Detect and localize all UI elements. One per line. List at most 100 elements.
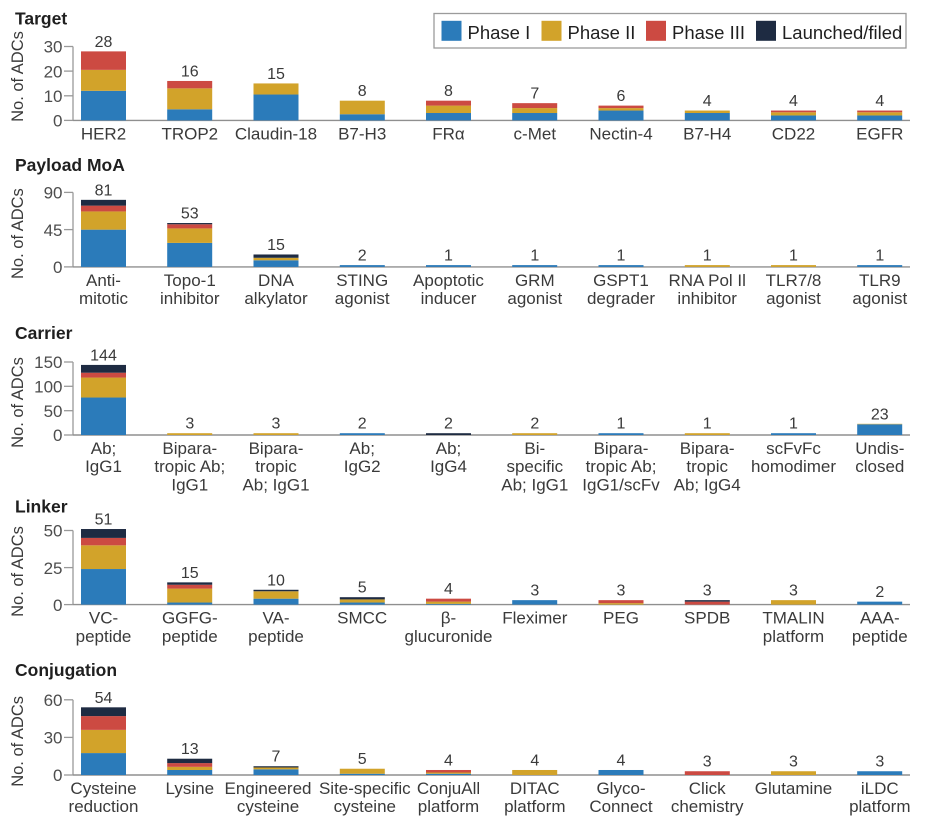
svg-text:Payload MoA: Payload MoA [15,155,125,175]
svg-text:Linker: Linker [15,497,68,517]
svg-text:CD22: CD22 [772,124,815,143]
svg-text:2: 2 [875,584,884,601]
svg-text:c-Met: c-Met [514,124,557,143]
svg-text:16: 16 [181,64,199,81]
svg-text:Conjugation: Conjugation [15,660,117,680]
svg-text:Undis-: Undis- [855,439,904,458]
svg-text:60: 60 [44,691,63,710]
svg-text:No. of ADCs: No. of ADCs [9,526,27,617]
svg-text:2: 2 [444,416,453,433]
svg-text:cysteine: cysteine [334,797,396,816]
svg-text:VC-: VC- [89,609,118,628]
svg-text:Target: Target [15,9,67,29]
svg-text:81: 81 [95,182,113,199]
svg-text:23: 23 [871,406,889,423]
svg-text:alkylator: alkylator [244,289,308,308]
svg-text:1: 1 [703,248,712,265]
svg-text:45: 45 [44,221,63,240]
svg-text:inhibitor: inhibitor [160,289,220,308]
svg-text:100: 100 [34,378,62,397]
svg-text:peptide: peptide [76,627,132,646]
svg-text:Bi-: Bi- [524,439,545,458]
svg-text:ConjuAll: ConjuAll [417,779,480,798]
svg-text:Topo-1: Topo-1 [164,271,216,290]
svg-text:Ab; IgG1: Ab; IgG1 [501,475,568,494]
svg-text:cysteine: cysteine [237,797,299,816]
svg-text:Glutamine: Glutamine [755,779,832,798]
svg-text:GRM: GRM [515,271,555,290]
svg-text:TROP2: TROP2 [161,124,218,143]
svg-text:IgG4: IgG4 [430,457,467,476]
svg-text:B7-H4: B7-H4 [683,124,731,143]
svg-text:5: 5 [358,580,367,597]
svg-text:Fleximer: Fleximer [502,609,568,628]
svg-text:Claudin-18: Claudin-18 [235,124,317,143]
svg-text:1: 1 [789,416,798,433]
svg-text:25: 25 [44,559,63,578]
svg-text:Click: Click [689,779,726,798]
svg-text:Apoptotic: Apoptotic [413,271,484,290]
svg-text:DITAC: DITAC [510,779,560,798]
svg-text:RNA Pol Il: RNA Pol Il [668,271,745,290]
svg-text:GSPT1: GSPT1 [593,271,649,290]
svg-text:50: 50 [44,522,63,541]
svg-text:28: 28 [95,34,113,51]
svg-text:3: 3 [617,583,626,600]
svg-text:Phase III: Phase III [672,22,745,43]
svg-text:Launched/filed: Launched/filed [782,22,902,43]
svg-text:tropic Ab;: tropic Ab; [154,457,225,476]
svg-text:Bipara-: Bipara- [594,439,649,458]
svg-text:Engineered: Engineered [225,779,312,798]
svg-text:β-: β- [441,609,456,628]
svg-text:tropic Ab;: tropic Ab; [586,457,657,476]
svg-text:Site-specific: Site-specific [319,779,411,798]
svg-text:mitotic: mitotic [79,289,129,308]
svg-text:10: 10 [267,572,285,589]
svg-text:10: 10 [44,87,63,106]
svg-text:4: 4 [444,753,453,770]
svg-text:3: 3 [875,754,884,771]
svg-text:Bipara-: Bipara- [680,439,735,458]
svg-text:agonist: agonist [507,289,562,308]
svg-text:scFvFc: scFvFc [766,439,821,458]
svg-text:TMALIN: TMALIN [762,609,824,628]
svg-text:HER2: HER2 [81,124,126,143]
svg-text:inhibitor: inhibitor [677,289,737,308]
svg-text:1: 1 [617,416,626,433]
svg-text:Lysine: Lysine [166,779,215,798]
svg-text:STING: STING [336,271,388,290]
svg-text:0: 0 [53,596,62,615]
svg-text:VA-: VA- [262,609,289,628]
svg-text:reduction: reduction [69,797,139,816]
svg-text:13: 13 [181,741,199,758]
svg-text:GGFG-: GGFG- [162,609,218,628]
svg-text:chemistry: chemistry [671,797,744,816]
svg-text:homodimer: homodimer [751,457,836,476]
svg-text:Carrier: Carrier [15,323,73,343]
svg-text:3: 3 [272,416,281,433]
svg-text:0: 0 [53,426,62,445]
svg-text:peptide: peptide [852,627,908,646]
svg-text:agonist: agonist [852,289,907,308]
svg-text:platform: platform [763,627,824,646]
svg-text:platform: platform [849,797,910,816]
svg-text:54: 54 [95,690,113,707]
svg-text:iLDC: iLDC [861,779,899,798]
svg-text:IgG2: IgG2 [344,457,381,476]
svg-text:Connect: Connect [589,797,653,816]
svg-text:peptide: peptide [162,627,218,646]
svg-text:1: 1 [875,248,884,265]
svg-text:No. of ADCs: No. of ADCs [9,357,27,448]
svg-text:4: 4 [617,753,626,770]
svg-text:degrader: degrader [587,289,655,308]
svg-text:No. of ADCs: No. of ADCs [9,188,27,279]
svg-text:8: 8 [358,83,367,100]
svg-text:agonist: agonist [766,289,821,308]
svg-text:1: 1 [530,248,539,265]
svg-text:Bipara-: Bipara- [162,439,217,458]
svg-text:No. of ADCs: No. of ADCs [9,31,27,122]
svg-text:6: 6 [617,88,626,105]
svg-text:4: 4 [789,93,798,110]
svg-text:4: 4 [703,93,712,110]
svg-text:4: 4 [530,753,539,770]
